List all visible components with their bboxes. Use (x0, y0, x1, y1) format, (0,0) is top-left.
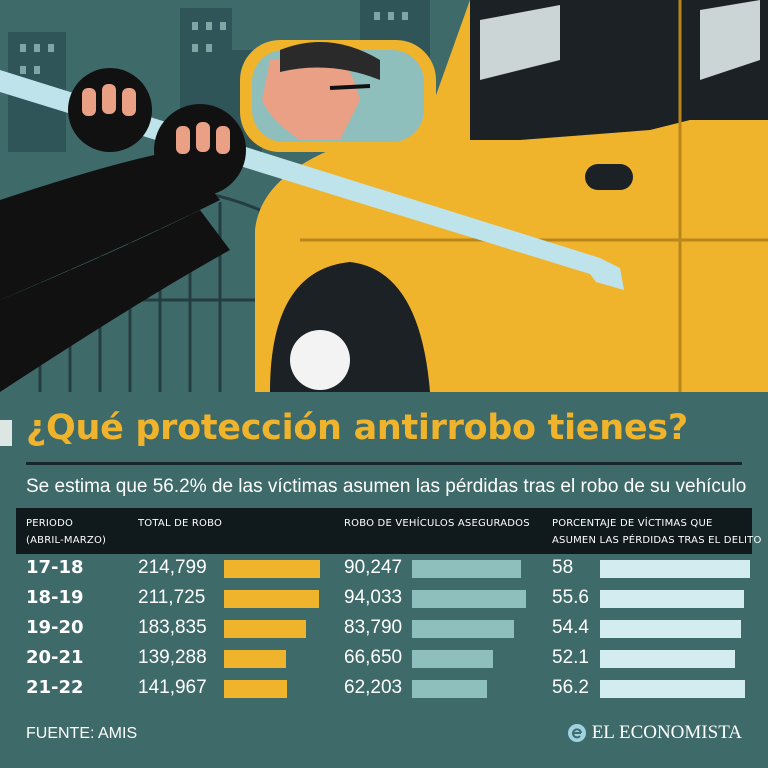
pct-value-label: 58 (552, 557, 574, 578)
insured-bar (412, 560, 521, 578)
column-header-total: TOTAL DE ROBO (138, 515, 222, 532)
pct-bar (600, 590, 744, 608)
column-header-pct-line1: PORCENTAJE DE VÍCTIMAS QUE (552, 518, 713, 529)
chart-subtitle: Se estima que 56.2% de las víctimas asum… (26, 476, 747, 497)
total-bar (224, 620, 306, 638)
data-table: 17-18 214,799 90,247 58 18-19 211,725 94,033 55… (0, 554, 768, 704)
pct-value-label: 55.6 (552, 587, 589, 608)
total-bar (224, 650, 286, 668)
pct-bar (600, 620, 741, 638)
insured-value-label: 94,033 (344, 587, 403, 608)
brand-e-icon (567, 724, 586, 742)
column-header-insured-line1: ROBO DE VEHÍCULOS ASEGURADOS (344, 518, 530, 529)
table-row: 17-18 214,799 90,247 58 (0, 554, 768, 584)
table-row: 18-19 211,725 94,033 55.6 (0, 584, 768, 614)
source-note: FUENTE: AMIS (26, 725, 138, 742)
pct-value-label: 54.4 (552, 617, 589, 638)
table-row: 19-20 183,835 83,790 54.4 (0, 614, 768, 644)
pct-bar (600, 560, 750, 578)
column-header-period: PERIODO (ABRIL-MARZO) (26, 515, 106, 549)
total-bar (224, 680, 287, 698)
chart-title: ¿Qué protección antirrobo tienes? (26, 408, 688, 448)
column-header-percentage: PORCENTAJE DE VÍCTIMAS QUE ASUMEN LAS PÉ… (552, 515, 762, 549)
column-header-pct-line2: ASUMEN LAS PÉRDIDAS TRAS EL DELITO (552, 535, 762, 546)
total-value-label: 141,967 (138, 677, 207, 698)
insured-value-label: 83,790 (344, 617, 403, 638)
pct-bar (600, 680, 745, 698)
insured-value-label: 62,203 (344, 677, 403, 698)
table-header-bar (16, 508, 752, 554)
period-label: 19-20 (26, 617, 84, 638)
column-header-total-line1: TOTAL DE ROBO (138, 518, 223, 529)
pct-bar (600, 650, 735, 668)
total-bar (224, 560, 320, 578)
period-label: 21-22 (26, 677, 84, 698)
column-header-period-line2: (ABRIL-MARZO) (26, 535, 107, 546)
period-label: 17-18 (26, 557, 84, 578)
table-row: 20-21 139,288 66,650 52.1 (0, 644, 768, 674)
column-header-insured: ROBO DE VEHÍCULOS ASEGURADOS (344, 515, 530, 532)
pct-value-label: 52.1 (552, 647, 589, 668)
pct-value-label: 56.2 (552, 677, 589, 698)
title-accent (0, 420, 12, 446)
total-value-label: 183,835 (138, 617, 207, 638)
column-header-period-line1: PERIODO (26, 518, 74, 529)
brand-logo: EL ECONOMISTA (567, 722, 742, 744)
insured-bar (412, 650, 493, 668)
total-value-label: 214,799 (138, 557, 207, 578)
insured-bar (412, 590, 526, 608)
insured-value-label: 90,247 (344, 557, 403, 578)
period-label: 20-21 (26, 647, 84, 668)
total-value-label: 211,725 (138, 587, 206, 608)
insured-bar (412, 680, 487, 698)
total-bar (224, 590, 319, 608)
brand-name: EL ECONOMISTA (591, 722, 742, 743)
period-label: 18-19 (26, 587, 84, 608)
insured-value-label: 66,650 (344, 647, 403, 668)
title-divider (26, 462, 742, 465)
total-value-label: 139,288 (138, 647, 207, 668)
insured-bar (412, 620, 514, 638)
table-row: 21-22 141,967 62,203 56.2 (0, 674, 768, 704)
car-theft-illustration (0, 0, 768, 392)
